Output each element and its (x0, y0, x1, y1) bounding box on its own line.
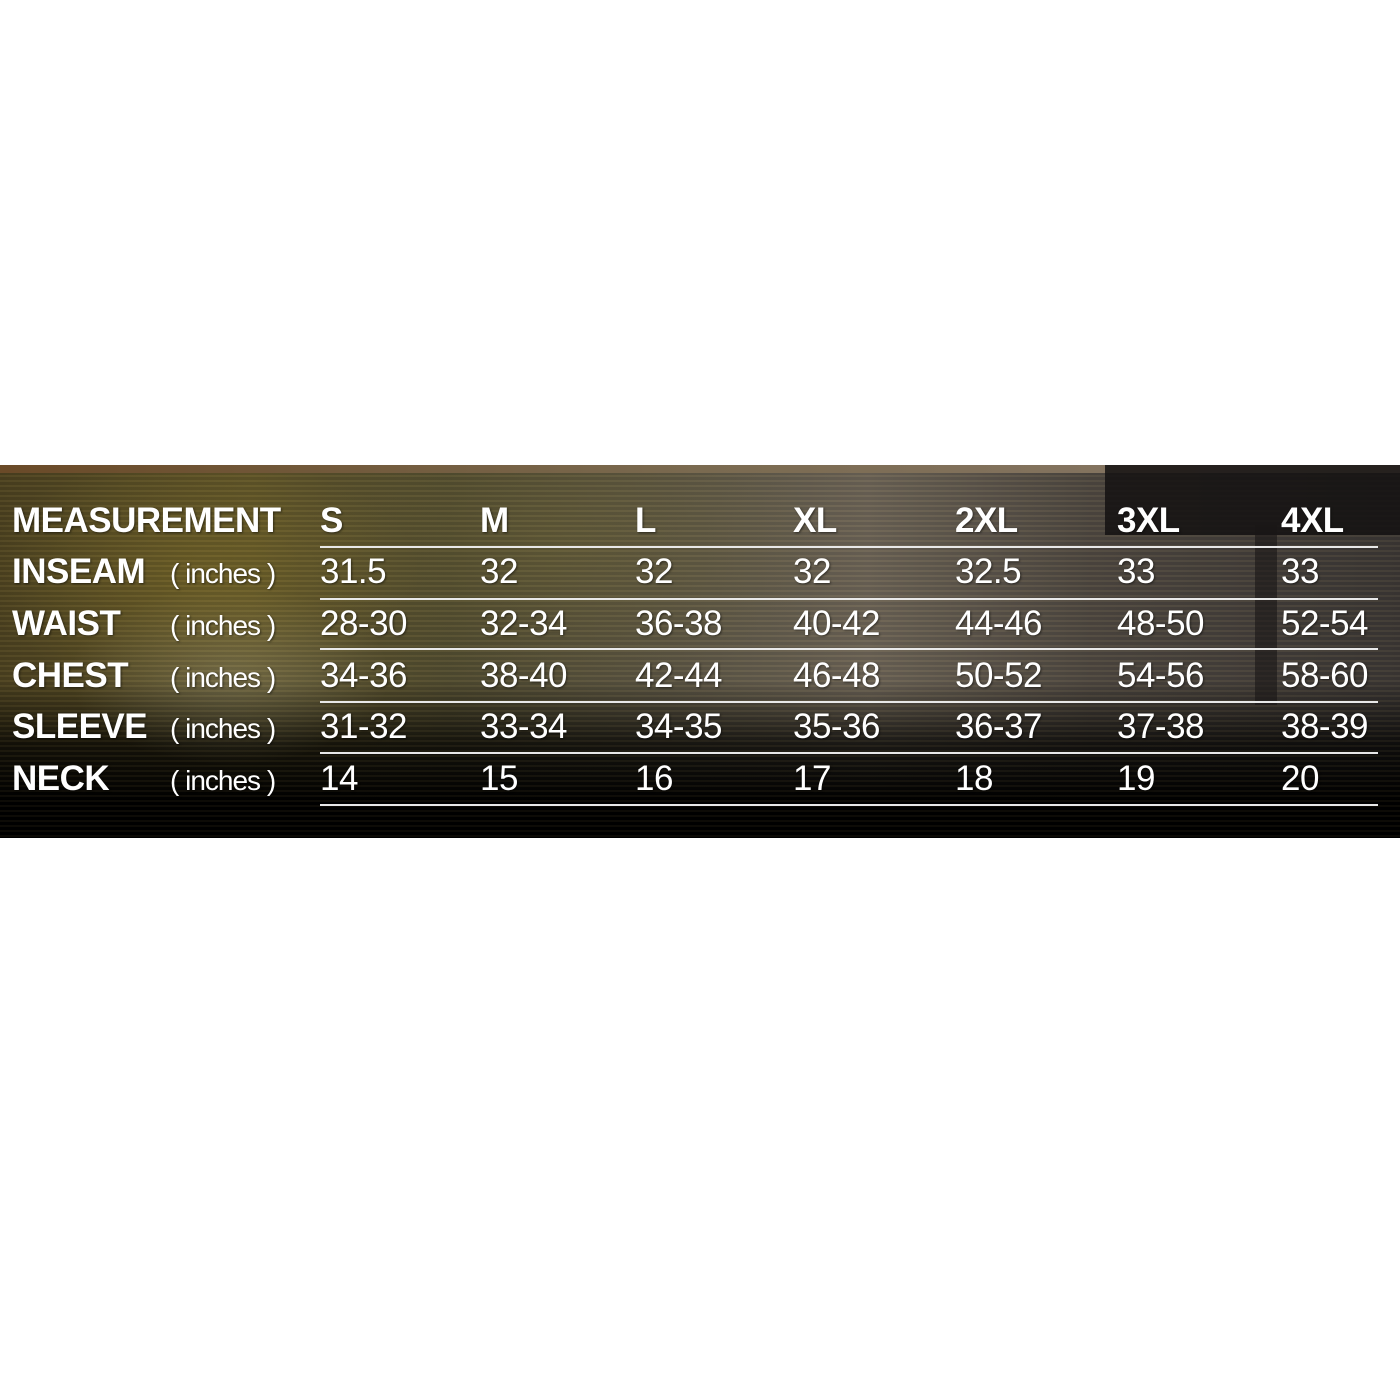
row-label-waist: WAIST (12, 604, 121, 643)
size-header-3xl: 3XL (1117, 501, 1180, 540)
table-cell: 40-42 (793, 604, 881, 643)
size-header-4xl: 4XL (1281, 501, 1344, 540)
table-cell: 50-52 (955, 656, 1043, 695)
table-cell: 38-40 (480, 656, 568, 695)
table-cell: 33-34 (480, 707, 568, 746)
table-cell: 42-44 (635, 656, 723, 695)
size-header-l: L (635, 501, 656, 540)
table-cell: 35-36 (793, 707, 881, 746)
row-unit: ( inches ) (170, 558, 276, 589)
size-chart-banner (0, 465, 1400, 838)
table-cell: 18 (955, 759, 993, 798)
row-unit: ( inches ) (170, 662, 276, 693)
row-unit: ( inches ) (170, 713, 276, 744)
table-cell: 33 (1117, 552, 1155, 591)
row-divider (320, 701, 1378, 703)
table-cell: 16 (635, 759, 673, 798)
table-cell: 32 (793, 552, 831, 591)
table-cell: 46-48 (793, 656, 881, 695)
table-cell: 31-32 (320, 707, 408, 746)
table-cell: 15 (480, 759, 518, 798)
table-cell: 32-34 (480, 604, 568, 643)
background-pier-silhouette (1105, 465, 1400, 535)
table-cell: 34-35 (635, 707, 723, 746)
table-cell: 58-60 (1281, 656, 1369, 695)
row-divider (320, 546, 1378, 548)
table-cell: 32 (480, 552, 518, 591)
table-cell: 32.5 (955, 552, 1022, 591)
row-label-neck: NECK (12, 759, 110, 798)
row-divider (320, 804, 1378, 806)
table-cell: 38-39 (1281, 707, 1369, 746)
row-unit: ( inches ) (170, 610, 276, 641)
row-divider (320, 752, 1378, 754)
table-cell: 34-36 (320, 656, 408, 695)
table-cell: 19 (1117, 759, 1155, 798)
table-cell: 36-38 (635, 604, 723, 643)
size-header-2xl: 2XL (955, 501, 1018, 540)
table-cell: 36-37 (955, 707, 1043, 746)
size-header-xl: XL (793, 501, 837, 540)
row-label-sleeve: SLEEVE (12, 707, 148, 746)
row-label-inseam: INSEAM (12, 552, 146, 591)
size-header-s: S (320, 501, 343, 540)
table-cell: 44-46 (955, 604, 1043, 643)
row-unit: ( inches ) (170, 765, 276, 796)
table-cell: 32 (635, 552, 673, 591)
background-photo-top (0, 465, 1400, 473)
table-cell: 31.5 (320, 552, 387, 591)
table-cell: 14 (320, 759, 358, 798)
table-cell: 28-30 (320, 604, 408, 643)
size-header-m: M (480, 501, 509, 540)
table-cell: 20 (1281, 759, 1319, 798)
row-label-chest: CHEST (12, 656, 129, 695)
background-post-reflection (1255, 525, 1277, 705)
row-divider (320, 648, 1378, 650)
table-cell: 48-50 (1117, 604, 1205, 643)
table-cell: 52-54 (1281, 604, 1369, 643)
table-cell: 33 (1281, 552, 1319, 591)
header-measurement-label: MEASUREMENT (12, 501, 281, 540)
table-cell: 17 (793, 759, 831, 798)
table-cell: 37-38 (1117, 707, 1205, 746)
table-cell: 54-56 (1117, 656, 1205, 695)
row-divider (320, 598, 1378, 600)
